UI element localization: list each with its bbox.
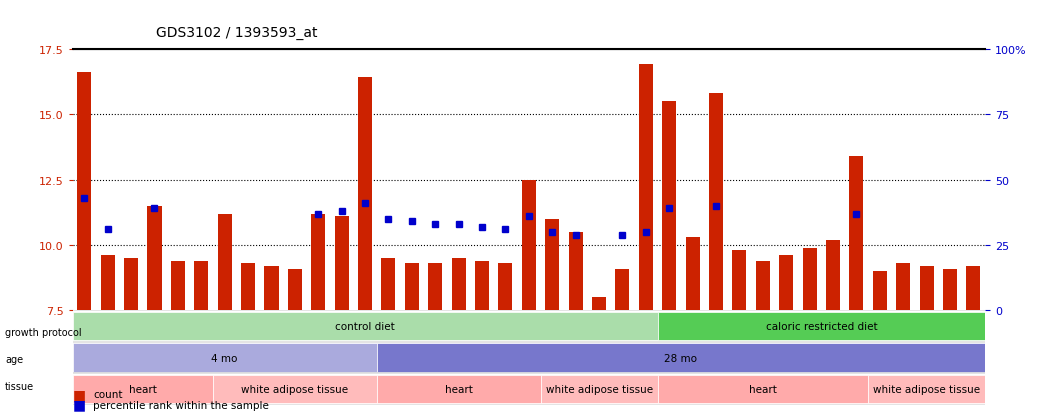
Bar [966, 266, 980, 311]
Text: count: count [93, 389, 122, 399]
Bar [147, 206, 162, 311]
Bar [264, 266, 279, 311]
Bar [732, 251, 747, 311]
Bar [709, 94, 723, 311]
Bar [499, 264, 512, 311]
Text: heart: heart [445, 384, 473, 394]
FancyBboxPatch shape [376, 375, 540, 403]
Text: white adipose tissue: white adipose tissue [873, 384, 980, 394]
Text: tissue: tissue [5, 381, 34, 391]
Bar [218, 214, 231, 311]
Bar [78, 73, 91, 311]
Text: 4 mo: 4 mo [212, 353, 237, 363]
Text: age: age [5, 354, 23, 364]
Bar [194, 261, 208, 311]
Bar [382, 259, 395, 311]
FancyBboxPatch shape [73, 344, 376, 372]
Text: 28 mo: 28 mo [665, 353, 698, 363]
Bar [639, 65, 653, 311]
Text: heart: heart [129, 384, 157, 394]
Bar [849, 157, 864, 311]
Bar [428, 264, 443, 311]
Bar [685, 237, 700, 311]
Text: white adipose tissue: white adipose tissue [545, 384, 652, 394]
Text: white adipose tissue: white adipose tissue [242, 384, 348, 394]
Text: caloric restricted diet: caloric restricted diet [765, 321, 877, 331]
Bar [568, 233, 583, 311]
Text: percentile rank within the sample: percentile rank within the sample [93, 400, 270, 410]
Bar [803, 248, 817, 311]
Text: control diet: control diet [335, 321, 395, 331]
Bar [756, 261, 769, 311]
Bar [124, 259, 138, 311]
FancyBboxPatch shape [868, 375, 985, 403]
FancyBboxPatch shape [213, 375, 376, 403]
Bar [545, 219, 559, 311]
Bar [358, 78, 372, 311]
Bar [592, 298, 606, 311]
Bar [943, 269, 957, 311]
Bar [920, 266, 933, 311]
Bar [779, 256, 793, 311]
Bar [475, 261, 489, 311]
Bar [663, 102, 676, 311]
FancyBboxPatch shape [73, 312, 657, 340]
Bar [288, 269, 302, 311]
Bar [101, 256, 115, 311]
Bar [873, 272, 887, 311]
FancyBboxPatch shape [73, 375, 213, 403]
Text: GDS3102 / 1393593_at: GDS3102 / 1393593_at [156, 26, 317, 40]
Bar [241, 264, 255, 311]
Bar [171, 261, 185, 311]
Bar [896, 264, 910, 311]
Bar [826, 240, 840, 311]
FancyBboxPatch shape [657, 312, 985, 340]
Bar [452, 259, 466, 311]
FancyBboxPatch shape [540, 375, 657, 403]
Text: ■: ■ [73, 398, 86, 412]
Bar [311, 214, 326, 311]
Bar [522, 180, 536, 311]
FancyBboxPatch shape [376, 344, 985, 372]
Bar [615, 269, 629, 311]
Bar [335, 217, 348, 311]
Bar [404, 264, 419, 311]
Text: growth protocol: growth protocol [5, 328, 82, 337]
Text: heart: heart [749, 384, 777, 394]
Text: ■: ■ [73, 387, 86, 401]
FancyBboxPatch shape [657, 375, 868, 403]
